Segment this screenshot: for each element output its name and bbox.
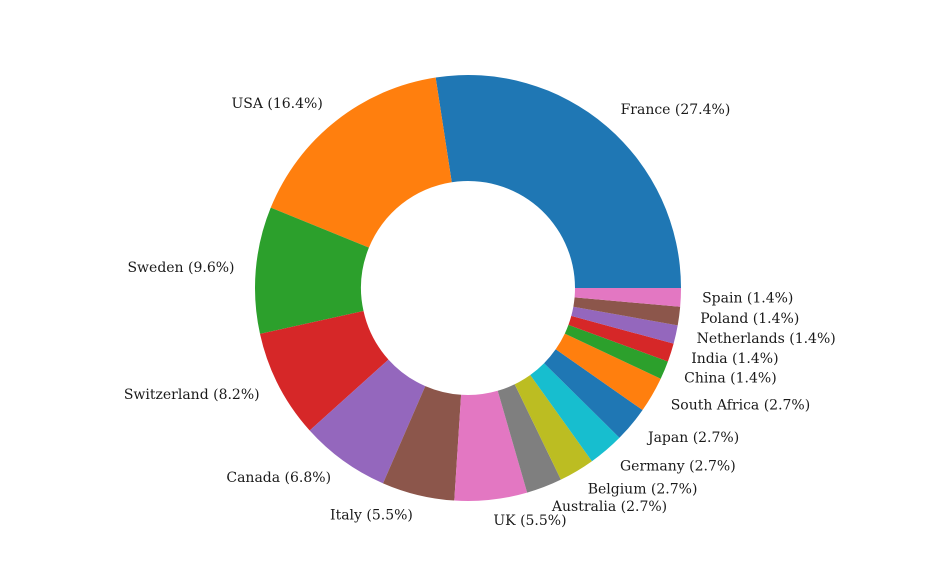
- slice-sweden: [255, 207, 369, 334]
- slice-label-uk: UK (5.5%): [493, 513, 566, 529]
- slice-china: [564, 324, 668, 379]
- slice-uk: [454, 390, 528, 501]
- slice-poland: [573, 297, 681, 326]
- slice-japan: [544, 349, 643, 438]
- slice-label-poland: Poland (1.4%): [700, 311, 799, 327]
- slice-label-spain: Spain (1.4%): [702, 290, 793, 306]
- slice-label-south-africa: South Africa (2.7%): [671, 397, 810, 413]
- slice-label-netherlands: Netherlands (1.4%): [697, 331, 836, 347]
- slice-label-japan: Japan (2.7%): [646, 430, 739, 446]
- slice-germany: [530, 363, 620, 462]
- slices-layer: [255, 75, 681, 501]
- slice-usa: [270, 77, 452, 248]
- slice-label-belgium: Belgium (2.7%): [588, 481, 698, 497]
- slice-label-switzerland: Switzerland (8.2%): [124, 387, 260, 403]
- slice-label-china: China (1.4%): [684, 370, 777, 386]
- slice-france: [435, 75, 681, 288]
- labels-layer: France (27.4%) USA (16.4%) Sweden (9.6%) Sw…: [124, 96, 836, 529]
- slice-spain: [574, 288, 681, 307]
- slice-belgium: [514, 375, 592, 480]
- slice-label-france: France (27.4%): [621, 102, 731, 118]
- slice-australia: [497, 384, 561, 493]
- slice-label-germany: Germany (2.7%): [620, 458, 736, 474]
- slice-label-canada: Canada (6.8%): [226, 470, 331, 486]
- slice-label-usa: USA (16.4%): [231, 96, 322, 112]
- slice-canada: [309, 359, 426, 484]
- slice-label-sweden: Sweden (9.6%): [127, 260, 234, 276]
- slice-italy: [383, 386, 462, 501]
- slice-label-australia: Australia (2.7%): [551, 499, 667, 515]
- slice-label-italy: Italy (5.5%): [330, 508, 413, 524]
- slice-india: [568, 315, 674, 362]
- slice-south-africa: [555, 333, 661, 411]
- slice-switzerland: [259, 311, 389, 431]
- slice-netherlands: [571, 306, 678, 344]
- slice-label-india: India (1.4%): [691, 351, 778, 367]
